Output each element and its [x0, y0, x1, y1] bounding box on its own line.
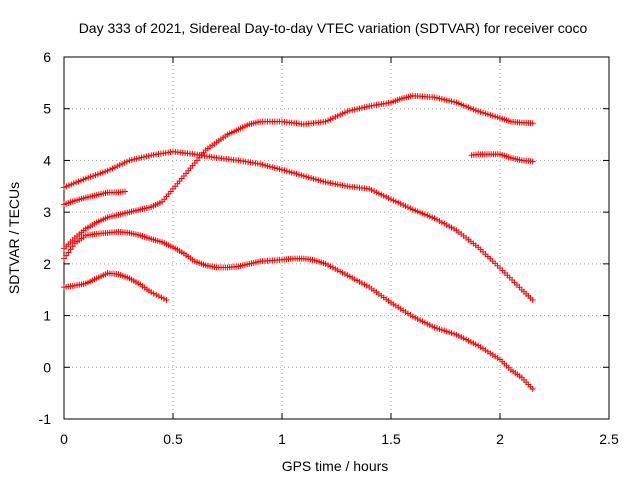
data-point: [153, 291, 160, 298]
x-axis-label: GPS time / hours: [282, 458, 389, 474]
data-point: [155, 293, 162, 300]
x-tick-label: 1: [278, 431, 286, 447]
data-point: [529, 120, 536, 127]
y-tick-label: 3: [43, 204, 51, 220]
data-point: [158, 294, 165, 301]
data-point: [160, 295, 167, 302]
y-tick-label: 1: [43, 308, 51, 324]
y-axis-label: SDTVAR / TECUs: [6, 182, 22, 294]
x-tick-label: 1.5: [381, 431, 401, 447]
y-tick-label: 4: [43, 152, 51, 168]
data-point: [529, 297, 536, 304]
data-point: [150, 290, 157, 297]
y-tick-label: 0: [43, 359, 51, 375]
series-satellite-d: [61, 92, 536, 252]
data-point: [529, 386, 536, 393]
series-satellite-a: [61, 270, 170, 304]
y-tick-label: -1: [39, 411, 52, 427]
data-point: [67, 246, 74, 253]
data-point: [122, 188, 129, 195]
data-point: [529, 158, 536, 165]
y-tick-label: 6: [43, 49, 51, 65]
series-satellite-e: [61, 228, 536, 393]
y-tick-label: 5: [43, 101, 51, 117]
x-tick-label: 0: [60, 431, 68, 447]
data-marks: [61, 92, 536, 393]
data-point: [69, 243, 76, 250]
data-point: [63, 252, 70, 259]
series-satellite-f: [468, 151, 536, 165]
chart-title: Day 333 of 2021, Sidereal Day-to-day VTE…: [79, 20, 588, 36]
y-tick-label: 2: [43, 256, 51, 272]
data-point: [61, 255, 67, 262]
data-point: [163, 297, 170, 304]
x-tick-label: 2: [496, 431, 504, 447]
x-tick-label: 2.5: [599, 431, 619, 447]
plot-frame: [63, 56, 610, 420]
data-point: [148, 289, 155, 296]
x-tick-label: 0.5: [163, 431, 183, 447]
data-point: [65, 249, 72, 256]
series-satellite-b: [61, 188, 129, 208]
